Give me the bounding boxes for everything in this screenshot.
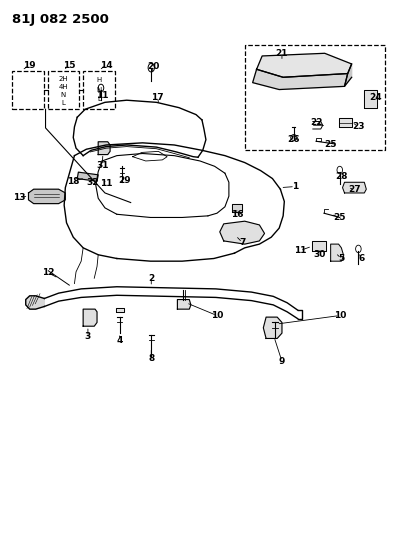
Polygon shape [345,64,352,86]
Polygon shape [331,244,344,261]
Text: 2: 2 [148,274,154,282]
Bar [245,45,385,150]
Polygon shape [83,309,97,326]
Text: 11: 11 [294,246,307,255]
Text: 5: 5 [338,254,345,263]
Text: 32: 32 [87,178,99,187]
Text: 23: 23 [352,123,365,131]
Text: 1: 1 [292,182,298,191]
Polygon shape [257,53,352,77]
Text: L: L [61,100,65,106]
Polygon shape [339,118,352,127]
Bar [48,71,79,109]
Polygon shape [77,172,98,181]
Text: 4: 4 [116,336,123,344]
Text: 25: 25 [324,141,337,149]
Text: 18: 18 [67,177,80,185]
Text: 6: 6 [358,254,364,263]
Text: 30: 30 [314,251,326,259]
Text: 25: 25 [333,213,346,222]
Polygon shape [364,90,377,108]
Polygon shape [98,142,110,155]
Text: 31: 31 [96,161,109,169]
Text: 11: 11 [96,92,109,100]
Text: 17: 17 [151,93,164,101]
Bar [83,71,115,109]
Text: 14: 14 [100,61,112,69]
Polygon shape [26,296,44,309]
Bar [12,71,44,109]
Text: 4H: 4H [59,84,68,90]
Text: H: H [96,77,102,83]
Text: 15: 15 [63,61,76,69]
Text: 13: 13 [13,193,25,201]
Text: 24: 24 [369,93,382,101]
Polygon shape [343,182,366,193]
Polygon shape [116,308,124,312]
Polygon shape [263,317,282,338]
Text: 10: 10 [211,311,223,320]
Text: 27: 27 [348,185,361,193]
Text: 81J 082 2500: 81J 082 2500 [12,13,109,26]
Text: 2H: 2H [59,76,68,82]
Text: 10: 10 [333,311,346,320]
Text: 16: 16 [230,210,243,219]
Text: 19: 19 [23,61,36,69]
Text: 22: 22 [310,118,322,127]
Polygon shape [232,204,242,212]
Text: 8: 8 [148,354,154,362]
Text: 7: 7 [239,238,246,247]
Text: L: L [97,96,101,102]
Text: N: N [61,92,66,98]
Text: 9: 9 [279,357,285,366]
Text: 26: 26 [287,135,300,144]
Polygon shape [177,300,191,309]
Text: 21: 21 [276,49,288,58]
Polygon shape [253,69,348,90]
Text: 29: 29 [118,176,131,184]
Text: 3: 3 [85,333,91,341]
Polygon shape [220,221,265,244]
Text: N: N [96,86,102,93]
Polygon shape [29,189,65,204]
Polygon shape [312,241,326,251]
Text: 11: 11 [100,180,112,188]
Text: 28: 28 [335,173,348,181]
Text: 20: 20 [147,62,160,71]
Text: 12: 12 [42,269,55,277]
